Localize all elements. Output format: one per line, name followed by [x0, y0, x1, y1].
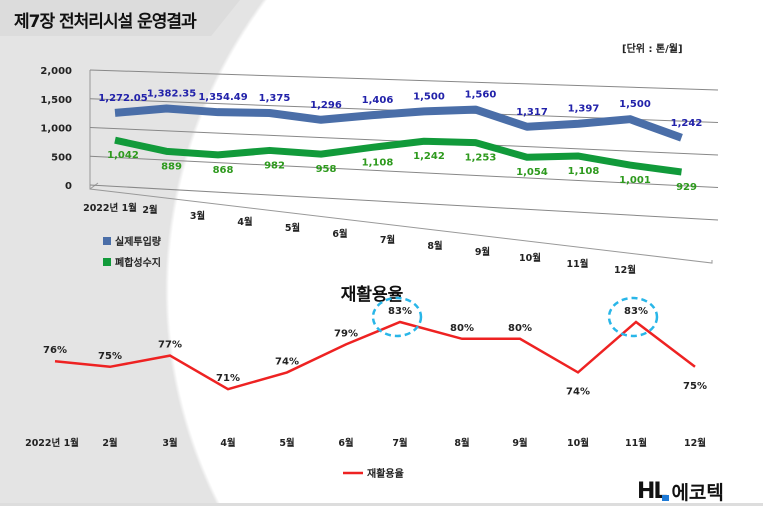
y-tick-label: 500: [51, 152, 72, 163]
legend-label: 실제투입량: [115, 235, 162, 248]
data-label: 1,500: [413, 91, 445, 102]
data-label: 83%: [388, 306, 412, 317]
x-tick-label: 12월: [684, 437, 706, 449]
x-tick-label: 6월: [338, 437, 353, 449]
data-label: 1,042: [107, 150, 139, 161]
data-label: 889: [161, 161, 182, 172]
page-title: 제7장 전처리시설 운영결과: [14, 12, 197, 32]
data-label: 1,108: [568, 166, 600, 177]
gridline: [89, 184, 719, 221]
y-tick-label: 0: [65, 181, 72, 192]
data-label: 75%: [683, 381, 707, 392]
data-label: 1,054: [516, 167, 548, 178]
divider: [0, 503, 763, 506]
data-label: 74%: [566, 386, 590, 397]
x-tick-label: 4월: [237, 216, 252, 228]
x-tick-label: 5월: [285, 222, 300, 234]
logo-mark: HL: [637, 479, 670, 504]
data-label: 1,382.35: [147, 89, 196, 100]
x-tick-label: 7월: [392, 437, 407, 449]
data-label: 1,242: [671, 118, 703, 129]
data-label: 71%: [216, 373, 240, 384]
highlight-circle: [371, 296, 423, 338]
data-label: 76%: [43, 345, 67, 356]
legend-swatch: [103, 237, 111, 245]
data-label: 80%: [508, 323, 532, 334]
x-tick-label: 2022년 1월: [25, 437, 79, 449]
data-label: 1,253: [465, 153, 497, 164]
data-label: 1,375: [259, 93, 291, 104]
data-label: 1,001: [619, 175, 651, 186]
data-label: 1,354.49: [198, 92, 247, 103]
axis-corner: [89, 182, 99, 190]
x-tick-label: 7월: [380, 234, 395, 246]
data-label: 77%: [158, 340, 182, 351]
data-label: 1,560: [465, 90, 497, 101]
data-label: 929: [676, 182, 697, 193]
x-tick-label: 9월: [512, 437, 527, 449]
x-tick-label: 3월: [190, 210, 205, 222]
x-tick-label: 10월: [519, 252, 541, 264]
x-tick-label: 11월: [625, 437, 647, 449]
axis-frame: [89, 70, 713, 264]
data-label: 1,317: [516, 107, 548, 118]
data-label: 1,500: [619, 99, 651, 110]
logo-text: 에코텍: [671, 482, 724, 504]
data-label: 1,272.05: [98, 93, 147, 104]
x-tick-label: 3월: [162, 437, 177, 449]
series-line-plastic: [114, 136, 682, 176]
legend-label: 폐합성수지: [115, 256, 161, 269]
unit-label: [단위 : 톤/월]: [622, 44, 683, 55]
x-tick-label: 8월: [427, 240, 442, 252]
x-tick-label: 11월: [567, 258, 589, 270]
highlight-circle: [607, 296, 659, 338]
data-label: 1,108: [362, 157, 394, 168]
title-bar: [0, 0, 240, 36]
x-tick-label: 6월: [332, 228, 347, 240]
data-label: 80%: [450, 323, 474, 334]
data-label: 868: [213, 165, 234, 176]
x-tick-label: 2022년 1월: [83, 202, 137, 214]
logo: HL 에코텍: [637, 478, 724, 505]
data-label: 1,397: [568, 104, 600, 115]
data-label: 1,296: [310, 100, 342, 111]
data-label: 75%: [98, 351, 122, 362]
gridline: [89, 155, 719, 188]
data-label: 982: [264, 160, 285, 171]
x-tick-label: 9월: [475, 246, 490, 258]
y-tick-label: 1,500: [40, 95, 72, 106]
x-tick-label: 10월: [567, 437, 589, 449]
legend-label: 재활용율: [367, 467, 404, 480]
chart-title: 재활용율: [341, 284, 404, 305]
data-label: 1,242: [413, 151, 445, 162]
data-label: 1,406: [362, 95, 394, 106]
x-tick-label: 8월: [454, 437, 469, 449]
series-line-recycling: [54, 320, 696, 391]
series-line-input: [114, 104, 683, 142]
data-label: 83%: [624, 306, 648, 317]
data-label: 79%: [334, 328, 358, 339]
x-tick-label: 4월: [220, 437, 235, 449]
input-volume-chart: 0 500 1,000 1,500 2,000 2022년 1월 2월 3월 4월 5월 6월 7월 8…: [40, 66, 719, 276]
x-tick-label: 12월: [614, 264, 636, 276]
data-label: 958: [316, 164, 337, 175]
x-tick-label: 2월: [142, 204, 157, 216]
y-tick-label: 2,000: [40, 66, 72, 77]
x-tick-label: 2월: [102, 437, 117, 449]
legend-swatch: [103, 258, 111, 266]
data-label: 74%: [275, 356, 299, 367]
gridline: [89, 69, 719, 91]
x-tick-label: 5월: [279, 437, 294, 449]
y-tick-label: 1,000: [40, 124, 72, 135]
